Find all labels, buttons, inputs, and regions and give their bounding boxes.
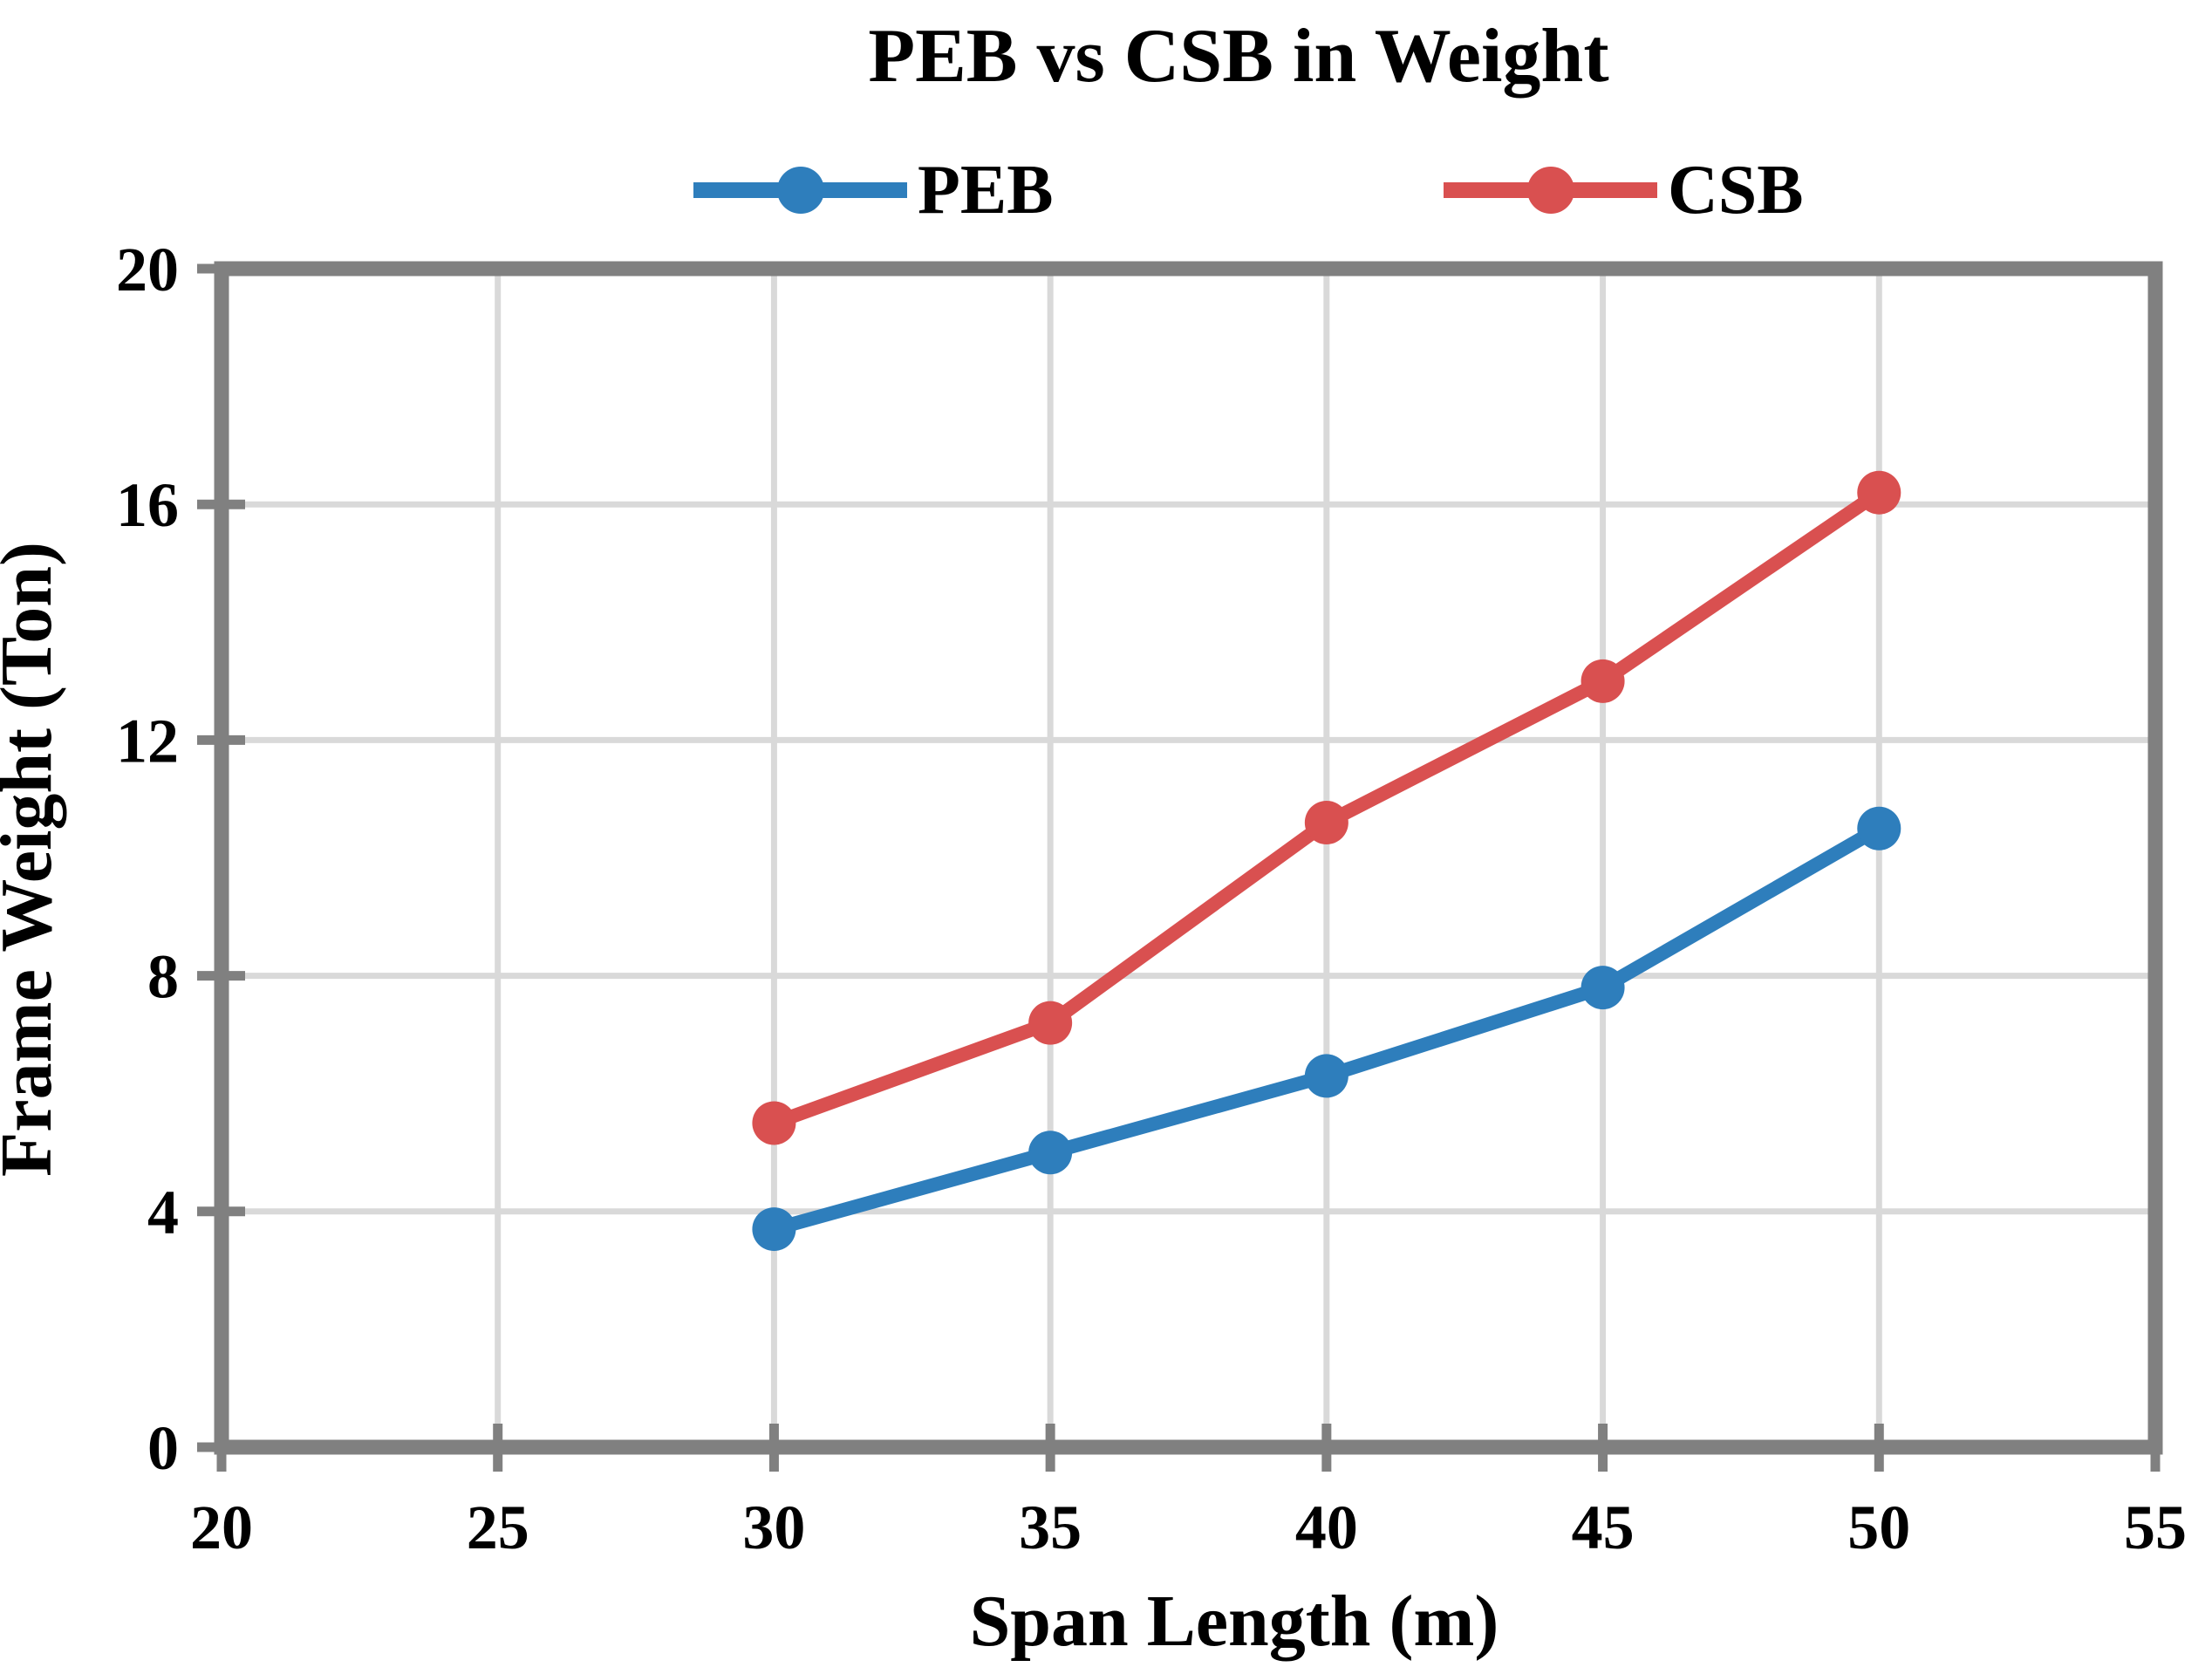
data-point-peb (1580, 966, 1625, 1010)
y-tick-label: 0 (147, 1413, 179, 1483)
x-tick-label: 40 (1295, 1493, 1358, 1562)
legend-item-csb: CSB (1444, 148, 1804, 232)
legend-line-csb (1444, 167, 1657, 214)
legend-marker-icon-peb (776, 167, 824, 214)
legend-label-csb: CSB (1668, 152, 1804, 229)
data-point-csb (1304, 800, 1348, 844)
legend-label-peb: PEB (918, 152, 1054, 229)
data-point-peb (1304, 1054, 1348, 1098)
data-point-csb (1857, 470, 1901, 515)
data-point-peb (1028, 1131, 1073, 1175)
x-axis-title: Span Length (m) (970, 1581, 1499, 1662)
x-tick-label: 35 (1019, 1493, 1082, 1562)
legend-marker-icon-csb (1526, 167, 1574, 214)
y-tick-label: 16 (116, 470, 179, 540)
data-point-csb (752, 1101, 796, 1145)
x-tick-label: 45 (1572, 1493, 1635, 1562)
data-point-peb (752, 1207, 796, 1252)
y-tick-label: 12 (116, 706, 179, 775)
y-tick-label: 8 (147, 942, 179, 1012)
x-tick-label: 25 (467, 1493, 529, 1562)
y-tick-label: 20 (116, 235, 179, 304)
y-tick-label: 4 (147, 1178, 179, 1247)
axis-border (214, 261, 2163, 1455)
data-point-csb (1028, 1001, 1073, 1045)
x-tick-label: 20 (190, 1493, 253, 1562)
x-tick-label: 50 (1847, 1493, 1910, 1562)
data-point-peb (1857, 806, 1901, 851)
chart-title: PEB vs CSB in Weight (868, 14, 1609, 99)
legend-line-peb (693, 167, 907, 214)
data-point-csb (1580, 659, 1625, 703)
x-tick-label: 55 (2124, 1493, 2187, 1562)
x-tick-label: 30 (742, 1493, 805, 1562)
legend-item-peb: PEB (693, 148, 1054, 232)
y-axis-title: Frame Weight (Ton) (0, 542, 67, 1177)
